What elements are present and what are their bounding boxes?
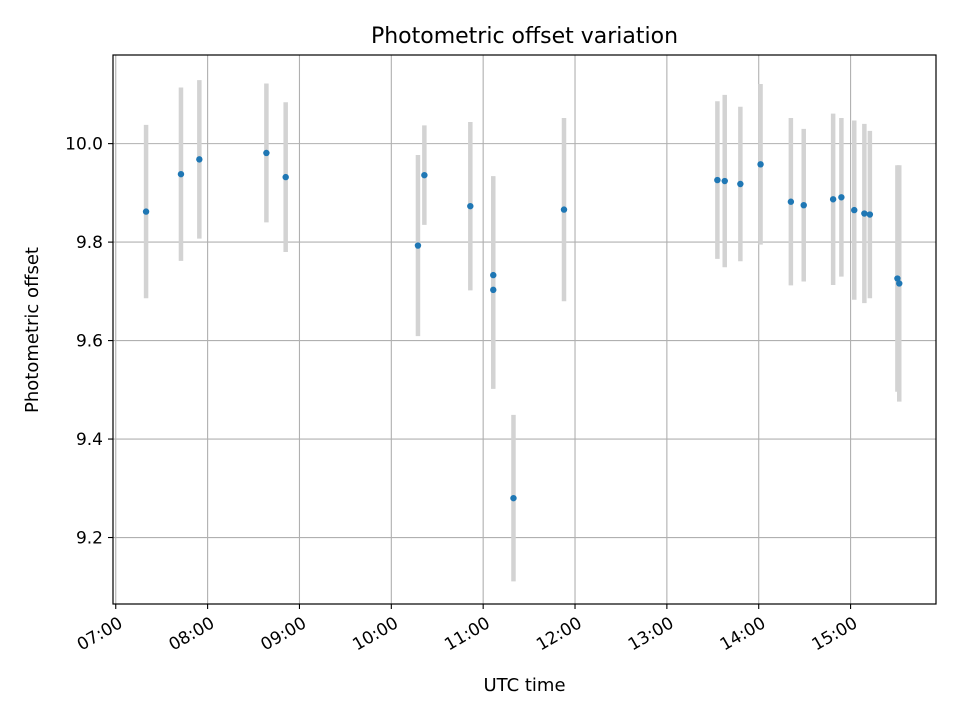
data-point — [838, 194, 845, 201]
data-point — [196, 156, 203, 163]
plot-area-frame — [112, 54, 937, 605]
y-tick-label: 9.2 — [76, 529, 103, 549]
data-point — [414, 242, 422, 249]
data-point — [490, 286, 497, 294]
y-tick-label: 9.6 — [76, 332, 103, 352]
data-point — [800, 201, 807, 209]
data-point — [737, 180, 744, 188]
data-point — [560, 206, 568, 213]
data-point — [829, 196, 837, 203]
data-point — [721, 177, 728, 185]
data-point — [894, 275, 901, 282]
data-point — [787, 198, 795, 205]
y-axis-ticks: 9.2 9.4 9.6 9.8 10.0 — [65, 135, 113, 549]
y-tick-label: 9.4 — [76, 430, 103, 450]
data-point — [714, 176, 721, 184]
y-tick-label: 10.0 — [65, 135, 103, 155]
data-point — [851, 206, 858, 214]
data-point — [421, 171, 428, 179]
data-points — [142, 149, 903, 502]
data-point — [142, 208, 150, 215]
data-point — [757, 161, 764, 168]
y-tick-label: 9.8 — [76, 233, 103, 253]
x-axis-label: UTC time — [483, 675, 565, 696]
data-point — [263, 149, 270, 157]
y-axis-label: Photometric offset — [22, 247, 43, 413]
data-point — [861, 210, 868, 217]
chart-title: Photometric offset variation — [371, 24, 678, 49]
data-point — [467, 202, 474, 210]
data-point — [282, 173, 289, 181]
grid-lines — [113, 55, 936, 604]
data-point — [510, 494, 517, 502]
data-point — [177, 170, 185, 178]
data-point — [490, 271, 497, 279]
data-point — [866, 211, 874, 218]
data-point — [896, 280, 903, 287]
